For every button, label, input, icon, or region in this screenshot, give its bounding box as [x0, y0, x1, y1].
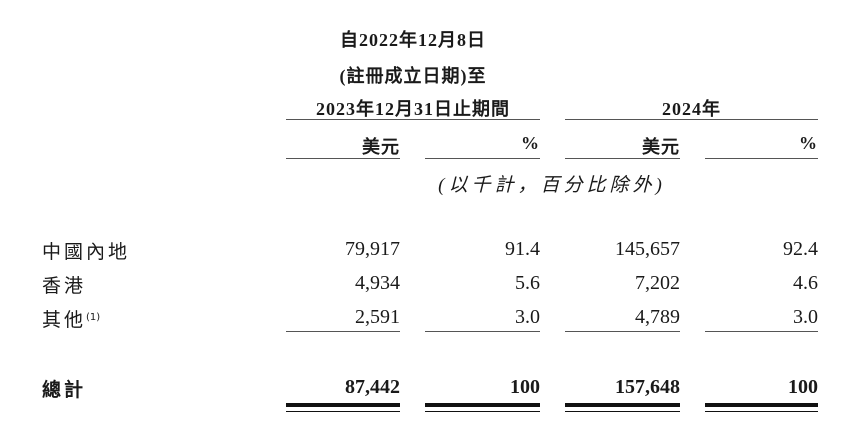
pct-2023: 91.4 — [505, 238, 540, 260]
row-label-text: 其他 — [42, 309, 87, 331]
double-rule — [425, 403, 540, 412]
rule — [565, 158, 680, 159]
period2-header: 2024年 — [662, 99, 721, 119]
subtotal-rule — [705, 331, 818, 332]
period1-header-line3: 2023年12月31日止期間 — [316, 99, 510, 119]
pct-2023: 3.0 — [515, 306, 540, 328]
pct-2024: 4.6 — [793, 272, 818, 294]
col-usd-2023: 美元 — [362, 137, 400, 157]
period1-header-line2: (註冊成立日期)至 — [339, 66, 487, 86]
total-label: 總計 — [42, 379, 87, 401]
pct-2023: 5.6 — [515, 272, 540, 294]
rule — [425, 158, 540, 159]
usd-2024: 7,202 — [635, 272, 680, 294]
period1-header-line1: 自2022年12月8日 — [340, 30, 486, 50]
total-pct-2024: 100 — [788, 376, 818, 398]
double-rule — [565, 403, 680, 412]
rule — [705, 158, 818, 159]
period2-rule — [565, 119, 818, 120]
row-label: 中國內地 — [42, 241, 131, 263]
footnote-marker: (1) — [86, 312, 101, 323]
subtotal-rule — [286, 331, 400, 332]
usd-2023: 79,917 — [345, 238, 400, 260]
double-rule — [286, 403, 400, 412]
subtotal-rule — [425, 331, 540, 332]
col-pct-2023: % — [521, 133, 540, 153]
usd-2023: 2,591 — [355, 306, 400, 328]
rule — [286, 158, 400, 159]
total-usd-2023: 87,442 — [345, 376, 400, 398]
row-label: 其他(1) — [42, 305, 100, 332]
subtotal-rule — [565, 331, 680, 332]
pct-2024: 92.4 — [783, 238, 818, 260]
period1-rule — [286, 119, 540, 120]
total-usd-2024: 157,648 — [615, 376, 680, 398]
col-pct-2024: % — [799, 133, 818, 153]
col-usd-2024: 美元 — [642, 137, 680, 157]
unit-note: (以千計，百分比除外) — [438, 175, 666, 196]
usd-2024: 4,789 — [635, 306, 680, 328]
pct-2024: 3.0 — [793, 306, 818, 328]
usd-2024: 145,657 — [615, 238, 680, 260]
row-label: 香港 — [42, 275, 87, 297]
total-pct-2023: 100 — [510, 376, 540, 398]
usd-2023: 4,934 — [355, 272, 400, 294]
double-rule — [705, 403, 818, 412]
